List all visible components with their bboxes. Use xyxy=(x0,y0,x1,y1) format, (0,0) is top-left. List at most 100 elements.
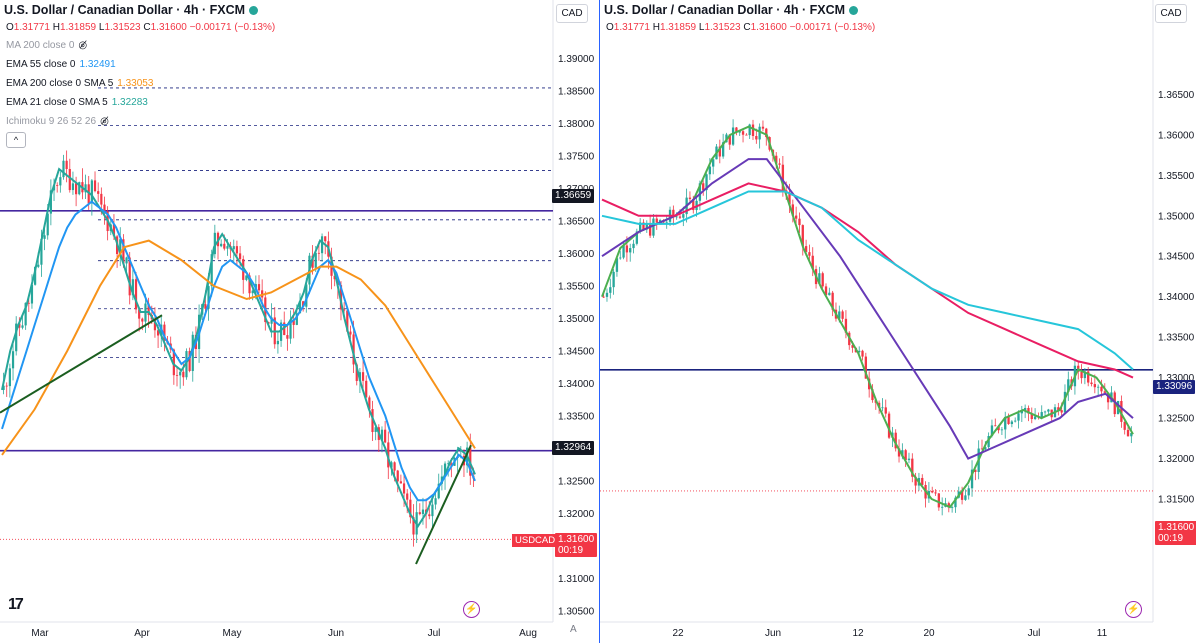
trendline xyxy=(0,314,163,414)
candle-body xyxy=(609,287,612,293)
indicator-ichimoku[interactable]: Ichimoku 9 26 52 26 ◎̸ xyxy=(6,116,109,127)
candle-body xyxy=(74,183,78,195)
indicator-ema200[interactable]: EMA 200 close 0 SMA 5 1.33053 xyxy=(6,78,153,89)
candle-body xyxy=(1083,371,1087,379)
collapse-legend-button[interactable]: ^ xyxy=(6,132,26,148)
candle-body xyxy=(824,286,828,296)
candle-body xyxy=(881,407,884,409)
currency-button[interactable]: CAD xyxy=(1155,4,1187,23)
candle-body xyxy=(858,350,861,353)
candle-body xyxy=(828,292,831,296)
y-tick-label: 1.33500 xyxy=(1158,333,1195,344)
candle-body xyxy=(798,218,801,226)
candle-body xyxy=(257,284,261,291)
candle-body xyxy=(755,136,758,140)
x-tick-label: Aug xyxy=(519,628,537,639)
chart-pane-left[interactable]: 1.390001.385001.380001.375001.370001.365… xyxy=(0,0,600,643)
candle-body xyxy=(1060,410,1063,413)
candle-body xyxy=(65,160,68,170)
candle-body xyxy=(270,317,273,324)
candle-body xyxy=(207,286,210,309)
high-value: 1.31859 xyxy=(659,22,697,33)
candle-body xyxy=(648,223,652,236)
candle-body xyxy=(884,407,887,414)
candle-body xyxy=(678,216,682,218)
candle-body xyxy=(220,243,223,247)
candle-body xyxy=(781,164,785,191)
candle-body xyxy=(994,425,997,427)
candle-body xyxy=(698,183,702,201)
series-line xyxy=(601,182,1134,379)
candle-body xyxy=(801,225,804,247)
x-tick-label: 20 xyxy=(923,628,935,639)
hidden-eye-icon[interactable]: ◎̸ xyxy=(100,116,109,127)
candle-body xyxy=(632,243,635,249)
hidden-eye-icon[interactable]: ◎̸ xyxy=(78,40,88,51)
candle-body xyxy=(396,470,399,482)
candle-body xyxy=(702,183,705,191)
candle-body xyxy=(223,243,226,249)
candle-body xyxy=(635,231,639,244)
indicator-label: MA 200 close 0 xyxy=(6,40,75,51)
bar-countdown: 00:19 xyxy=(1158,533,1184,544)
bar-countdown: 00:19 xyxy=(558,545,584,556)
y-tick-label: 1.34500 xyxy=(1158,252,1195,263)
candle-body xyxy=(314,252,317,268)
y-tick-label: 1.33500 xyxy=(558,411,595,422)
lightning-icon[interactable]: ⚡ xyxy=(463,601,480,618)
candle-body xyxy=(305,284,308,307)
change-value: −0.00171 (−0.13%) xyxy=(189,22,276,33)
candle-body xyxy=(62,160,65,178)
y-tick-label: 1.31000 xyxy=(558,574,595,585)
candle-body xyxy=(808,252,811,256)
candle-body xyxy=(758,126,761,140)
currency-button[interactable]: CAD xyxy=(556,4,588,23)
y-tick-label: 1.35000 xyxy=(558,314,595,325)
candle-body xyxy=(418,512,421,515)
indicator-label: EMA 200 close 0 SMA 5 xyxy=(6,78,114,89)
candle-body xyxy=(964,495,967,500)
candle-body xyxy=(1014,420,1017,422)
symbol-title[interactable]: U.S. Dollar / Canadian Dollar · 4h · FXC… xyxy=(604,3,846,17)
candle-body xyxy=(1087,371,1090,383)
candle-body xyxy=(655,218,658,223)
candle-body xyxy=(619,257,622,259)
candle-body xyxy=(352,334,355,365)
lightning-icon[interactable]: ⚡ xyxy=(1125,601,1142,618)
candle-body xyxy=(967,488,970,496)
y-tick-label: 1.32500 xyxy=(1158,414,1195,425)
y-tick-label: 1.30500 xyxy=(558,606,595,617)
indicator-ema55[interactable]: EMA 55 close 0 1.32491 xyxy=(6,59,116,70)
chart-canvas-left[interactable]: 1.390001.385001.380001.375001.370001.365… xyxy=(0,0,599,643)
candle-body xyxy=(1123,421,1126,430)
tradingview-logo-icon[interactable]: 17 xyxy=(8,596,24,613)
candle-body xyxy=(30,284,34,304)
close-value: 1.31600 xyxy=(150,22,187,33)
symbol-title[interactable]: U.S. Dollar / Canadian Dollar · 4h · FXC… xyxy=(4,3,246,17)
candle-body xyxy=(960,491,964,500)
chart-pane-right[interactable]: 1.36500 1.36000 1.35500 1.35000 1.34500 1.340… xyxy=(600,0,1196,643)
candle-body xyxy=(950,507,954,508)
candle-body xyxy=(437,483,440,499)
candle-body xyxy=(412,517,415,535)
candle-body xyxy=(745,134,748,136)
candle-body xyxy=(911,458,914,477)
auto-scale-button[interactable]: A xyxy=(570,624,577,635)
indicator-ma200[interactable]: MA 200 close 0 ◎̸ xyxy=(6,40,87,51)
x-tick-label: Jun xyxy=(328,628,344,639)
close-label: C xyxy=(743,22,751,33)
candle-body xyxy=(119,239,122,255)
candle-body xyxy=(71,183,75,191)
candle-body xyxy=(43,235,46,239)
series-line xyxy=(1,167,476,529)
candle-body xyxy=(997,426,1000,431)
candle-body xyxy=(37,264,40,267)
y-tick-label: 1.35500 xyxy=(558,282,595,293)
y-tick-label: 1.34000 xyxy=(558,379,595,390)
candle-body xyxy=(204,304,207,309)
candle-body xyxy=(728,134,731,145)
chart-canvas-right[interactable]: 1.36500 1.36000 1.35500 1.35000 1.34500 1.340… xyxy=(600,0,1196,643)
indicator-ema21[interactable]: EMA 21 close 0 SMA 5 1.32283 xyxy=(6,97,148,108)
candle-body xyxy=(682,214,685,218)
candle-body xyxy=(804,246,808,253)
